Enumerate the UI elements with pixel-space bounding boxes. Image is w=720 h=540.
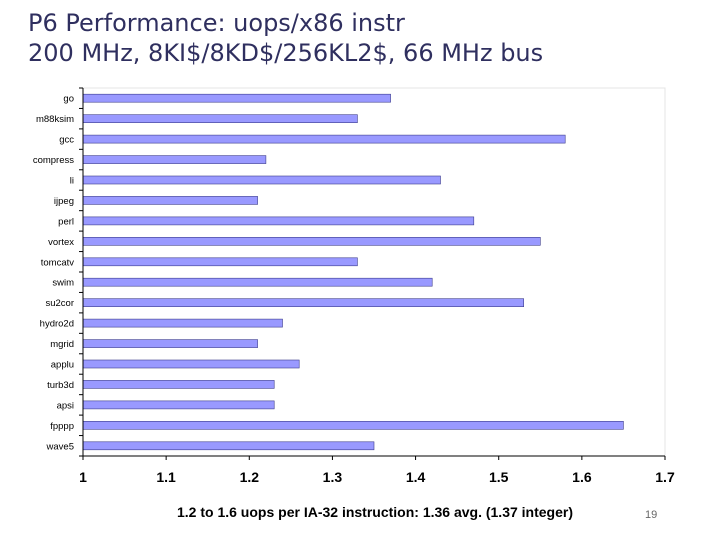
x-tick-label: 1.3 — [323, 469, 343, 485]
bar-apsi — [82, 400, 275, 410]
bar-m88ksim — [82, 114, 358, 123]
bar-li — [82, 175, 441, 185]
bar-go — [82, 93, 391, 103]
category-label-applu: applu — [51, 360, 74, 371]
category-label-perl: perl — [58, 216, 74, 227]
bar-compress — [82, 155, 267, 164]
x-tick-label: 1.4 — [406, 469, 426, 485]
slide-title: P6 Performance: uops/x86 instr 200 MHz, … — [28, 8, 543, 68]
axes — [79, 87, 666, 460]
category-label-fpppp: fpppp — [50, 421, 74, 432]
x-axis-label: 1.2 to 1.6 uops per IA-32 instruction: 1… — [177, 504, 573, 520]
bars-group — [82, 93, 624, 451]
bar-ijpeg — [82, 196, 258, 205]
category-label-vortex: vortex — [48, 237, 74, 248]
bar-swim — [82, 277, 433, 287]
category-label-li: li — [70, 176, 74, 187]
bar-su2cor — [82, 298, 525, 308]
category-label-hydro2d: hydro2d — [40, 319, 74, 330]
bar-vortex — [82, 237, 541, 246]
category-label-tomcatv: tomcatv — [41, 257, 75, 268]
category-label-su2cor: su2cor — [45, 298, 74, 309]
bar-tomcatv — [82, 257, 358, 267]
x-tick-label: 1.6 — [572, 469, 592, 485]
category-label-wave5: wave5 — [46, 441, 74, 452]
title-line-2: 200 MHz, 8KI$/8KD$/256KL2$, 66 MHz bus — [28, 39, 544, 67]
bar-wave5 — [82, 441, 375, 451]
slide-number: 19 — [645, 509, 658, 521]
category-label-gcc: gcc — [59, 135, 74, 146]
x-tick-label: 1.1 — [156, 469, 176, 485]
category-labels: go m88ksim gcc compress li ijpeg perl vortex tom… — [33, 94, 74, 453]
category-label-ijpeg: ijpeg — [54, 196, 74, 207]
x-tick-labels: 1 1.1 1.2 1.3 1.4 1.5 1.6 1.7 — [79, 469, 675, 485]
bar-fpppp — [82, 420, 624, 430]
category-label-m88ksim: m88ksim — [36, 114, 74, 125]
category-label-compress: compress — [33, 155, 74, 166]
category-label-swim: swim — [52, 278, 74, 289]
x-tick-label: 1.5 — [489, 469, 509, 485]
category-label-go: go — [63, 94, 74, 105]
bar-perl — [82, 216, 475, 226]
x-tick-label: 1.7 — [655, 469, 675, 485]
x-tick-label: 1.2 — [240, 469, 260, 485]
x-tick-label: 1 — [79, 469, 87, 485]
bar-gcc — [82, 134, 566, 144]
title-line-1: P6 Performance: uops/x86 instr — [28, 9, 405, 37]
category-label-apsi: apsi — [57, 400, 74, 411]
category-label-turb3d: turb3d — [47, 380, 74, 391]
bar-hydro2d — [82, 318, 283, 328]
bar-applu — [82, 359, 300, 369]
bar-mgrid — [82, 339, 258, 348]
category-label-mgrid: mgrid — [50, 339, 74, 350]
bar-turb3d — [82, 380, 275, 389]
